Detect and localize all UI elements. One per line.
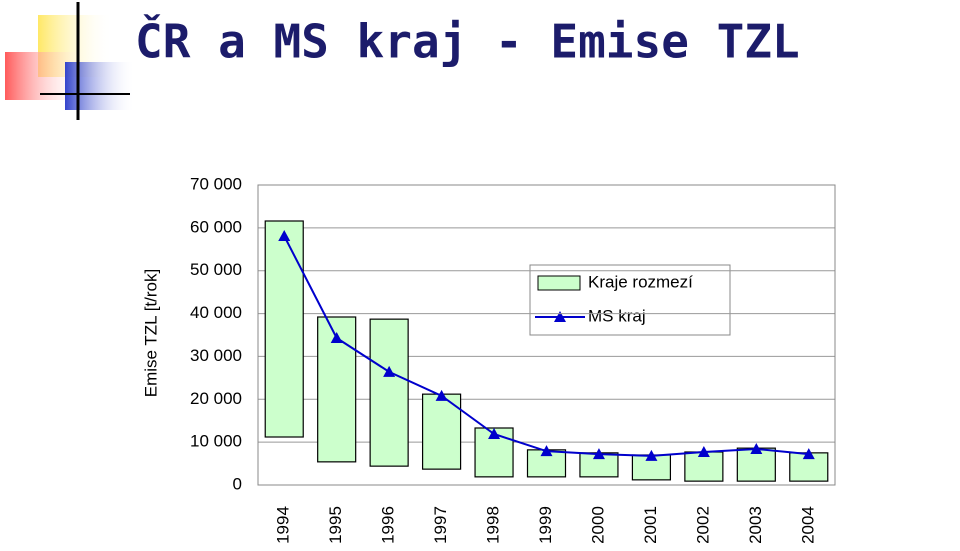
legend-marker [554,311,566,322]
decoration [5,2,135,120]
y-tick-label: 50 000 [190,260,242,279]
marker [278,230,291,241]
marker [802,448,815,460]
y-tick-label: 40 000 [190,303,242,322]
x-tick-label: 1998 [484,506,503,544]
x-tick-label: 2000 [588,506,607,544]
marker [645,449,658,461]
marker [435,389,448,401]
x-tick-label: 2004 [798,506,817,544]
legend: Kraje rozmezí MS kraj [529,264,731,336]
range-bar [264,220,304,438]
marker [540,445,553,457]
marker [697,446,710,457]
x-tick-label: 1999 [536,506,555,544]
x-tick-label: 1994 [274,506,293,544]
y-axis-label: Emise TZL [t/rok] [141,269,160,397]
legend-swatch [537,275,581,291]
chart-title: ČR a MS kraj - Emise TZL [135,15,800,69]
plot-border [257,184,836,486]
legend-label: Kraje rozmezí [588,272,693,291]
range-bar [736,447,776,482]
x-tick-label: 2003 [746,506,765,544]
x-tick-label: 1996 [379,506,398,544]
marker [330,332,343,343]
legend-label: MS kraj [588,306,646,325]
x-tick-label: 2002 [693,506,712,544]
y-tick-label: 10 000 [190,432,242,451]
marker [488,428,501,439]
y-tick-label: 70 000 [190,174,242,193]
range-bar [421,393,462,470]
marker [592,448,605,460]
marker [383,365,396,377]
x-tick-label: 1997 [431,506,450,544]
y-tick-label: 20 000 [190,389,242,408]
range-bar [369,318,409,467]
y-tick-label: 60 000 [190,217,242,236]
x-tick-label: 1995 [326,506,345,544]
legend-box [529,264,731,336]
x-tick-label: 2001 [641,506,660,544]
marker [750,443,763,454]
y-tick-label: 30 000 [190,346,242,365]
y-tick-label: 0 [233,474,242,493]
